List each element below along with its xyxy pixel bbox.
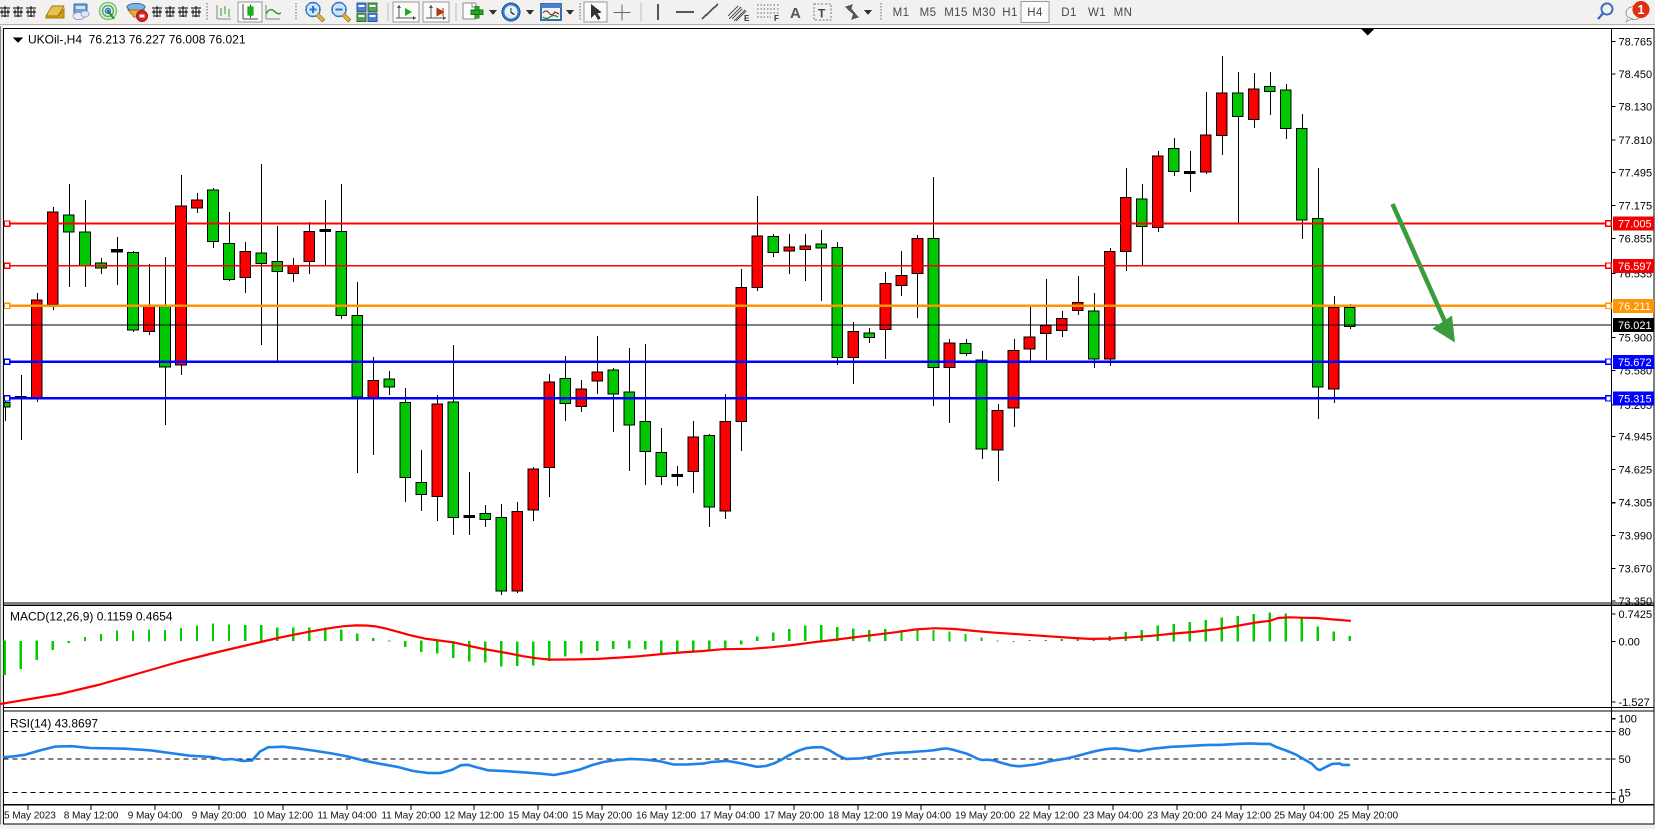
svg-text:18 May 12:00: 18 May 12:00: [828, 811, 888, 822]
svg-text:9 May 04:00: 9 May 04:00: [128, 811, 183, 822]
svg-text:H4: H4: [1027, 7, 1043, 19]
svg-text:74.625: 74.625: [1619, 465, 1653, 477]
svg-text:75.315: 75.315: [1618, 393, 1652, 405]
svg-text:77.495: 77.495: [1619, 167, 1653, 179]
svg-text:MACD(12,26,9) 0.1159 0.4654: MACD(12,26,9) 0.1159 0.4654: [10, 610, 173, 624]
svg-text:T: T: [818, 7, 826, 21]
svg-text:F: F: [774, 14, 779, 23]
svg-text:75.900: 75.900: [1619, 333, 1653, 345]
svg-text:-1.527: -1.527: [1619, 697, 1650, 709]
svg-text:17 May 04:00: 17 May 04:00: [700, 811, 760, 822]
svg-text:M15: M15: [944, 7, 968, 19]
svg-text:11 May 04:00: 11 May 04:00: [317, 811, 377, 822]
svg-text:50: 50: [1619, 754, 1631, 766]
svg-text:73.990: 73.990: [1619, 530, 1653, 542]
svg-text:1: 1: [1638, 3, 1645, 17]
svg-text:76.211: 76.211: [1618, 301, 1651, 313]
svg-text:76.021: 76.021: [1618, 320, 1652, 332]
svg-text:15 May 20:00: 15 May 20:00: [572, 811, 632, 822]
svg-text:0.7425: 0.7425: [1619, 609, 1653, 621]
svg-text:RSI(14) 43.8697: RSI(14) 43.8697: [10, 717, 98, 731]
svg-text:24 May 12:00: 24 May 12:00: [1211, 811, 1271, 822]
svg-text:M1: M1: [893, 7, 910, 19]
svg-text:16 May 12:00: 16 May 12:00: [636, 811, 696, 822]
svg-text:15 May 04:00: 15 May 04:00: [508, 811, 568, 822]
svg-text:W1: W1: [1088, 7, 1106, 19]
svg-text:23 May 04:00: 23 May 04:00: [1083, 811, 1143, 822]
svg-text:9 May 20:00: 9 May 20:00: [192, 811, 247, 822]
svg-text:17 May 20:00: 17 May 20:00: [764, 811, 824, 822]
svg-text:5 May 2023: 5 May 2023: [4, 811, 56, 822]
svg-text:E: E: [744, 14, 750, 23]
svg-text:76.597: 76.597: [1618, 261, 1652, 273]
svg-text:19 May 20:00: 19 May 20:00: [955, 811, 1015, 822]
svg-text:73.670: 73.670: [1619, 563, 1653, 575]
svg-text:8 May 12:00: 8 May 12:00: [64, 811, 119, 822]
svg-text:10 May 12:00: 10 May 12:00: [253, 811, 313, 822]
svg-text:100: 100: [1619, 714, 1637, 726]
svg-text:77.175: 77.175: [1619, 201, 1653, 213]
svg-text:76.855: 76.855: [1619, 234, 1653, 246]
svg-text:0: 0: [1619, 794, 1625, 806]
svg-text:19 May 04:00: 19 May 04:00: [891, 811, 951, 822]
svg-text:77.810: 77.810: [1619, 135, 1653, 147]
svg-text:0.00: 0.00: [1619, 636, 1640, 648]
svg-text:75.672: 75.672: [1618, 357, 1652, 369]
svg-text:74.945: 74.945: [1619, 431, 1653, 443]
svg-text:25 May 20:00: 25 May 20:00: [1338, 811, 1398, 822]
svg-text:M5: M5: [920, 7, 937, 19]
svg-text:MN: MN: [1114, 7, 1133, 19]
svg-text:77.005: 77.005: [1618, 219, 1652, 231]
svg-text:78.450: 78.450: [1619, 69, 1653, 81]
svg-text:15: 15: [1619, 787, 1631, 799]
svg-text:M30: M30: [972, 7, 996, 19]
svg-text:11 May 20:00: 11 May 20:00: [381, 811, 441, 822]
svg-text:78.130: 78.130: [1619, 102, 1653, 114]
svg-text:78.765: 78.765: [1619, 37, 1653, 49]
svg-text:23 May 20:00: 23 May 20:00: [1147, 811, 1207, 822]
svg-text:74.305: 74.305: [1619, 498, 1653, 510]
svg-text:A: A: [790, 5, 801, 22]
svg-text:80: 80: [1619, 727, 1631, 739]
svg-text:D1: D1: [1061, 7, 1077, 19]
svg-text:22 May 12:00: 22 May 12:00: [1019, 811, 1079, 822]
svg-text:25 May 04:00: 25 May 04:00: [1274, 811, 1334, 822]
svg-text:H1: H1: [1002, 7, 1018, 19]
svg-text:73.350: 73.350: [1619, 596, 1653, 608]
svg-text:UKOil-,H4 76.213 76.227 76.00: UKOil-,H4 76.213 76.227 76.008 76.021: [28, 33, 246, 47]
svg-text:12 May 12:00: 12 May 12:00: [444, 811, 504, 822]
